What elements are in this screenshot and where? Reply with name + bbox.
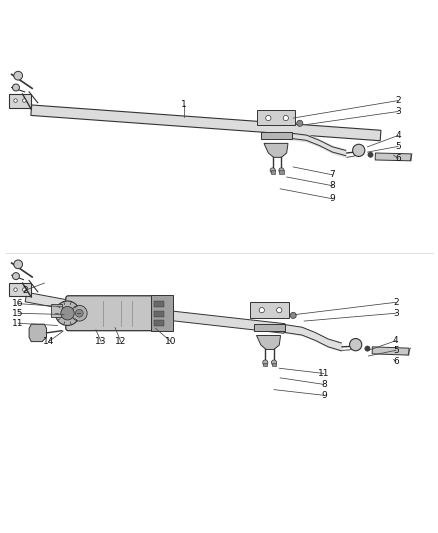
Circle shape	[353, 144, 365, 157]
Text: 1: 1	[181, 100, 187, 109]
Circle shape	[297, 120, 303, 126]
Polygon shape	[257, 110, 295, 125]
Text: 11: 11	[318, 369, 329, 378]
Circle shape	[283, 116, 288, 120]
Polygon shape	[261, 132, 292, 139]
Circle shape	[22, 288, 26, 292]
Polygon shape	[264, 143, 288, 157]
Text: 2: 2	[22, 286, 28, 295]
FancyBboxPatch shape	[66, 296, 158, 330]
Circle shape	[55, 301, 80, 326]
Circle shape	[270, 168, 276, 173]
Text: 2: 2	[393, 298, 399, 307]
Polygon shape	[10, 283, 31, 296]
Text: 10: 10	[165, 337, 177, 346]
Circle shape	[14, 288, 17, 292]
Polygon shape	[51, 304, 62, 317]
Text: 14: 14	[43, 337, 54, 346]
Bar	[263, 362, 268, 366]
Bar	[154, 301, 163, 307]
Text: 5: 5	[395, 142, 401, 151]
Circle shape	[12, 272, 19, 280]
Polygon shape	[372, 347, 409, 355]
Circle shape	[259, 308, 265, 313]
Text: 8: 8	[321, 380, 327, 389]
Bar	[271, 171, 275, 174]
Text: 3: 3	[393, 309, 399, 318]
Circle shape	[368, 152, 373, 157]
Circle shape	[61, 306, 74, 320]
Text: 9: 9	[321, 391, 327, 400]
Text: 15: 15	[12, 309, 24, 318]
Text: 2: 2	[395, 96, 401, 105]
Polygon shape	[31, 105, 381, 141]
Circle shape	[71, 305, 87, 321]
Text: 6: 6	[393, 357, 399, 366]
Bar	[151, 295, 173, 331]
Polygon shape	[254, 324, 285, 331]
Circle shape	[14, 99, 17, 102]
Text: 12: 12	[115, 337, 127, 346]
Circle shape	[14, 71, 22, 80]
Polygon shape	[257, 335, 281, 350]
Text: 11: 11	[12, 319, 24, 328]
Circle shape	[279, 168, 284, 173]
Circle shape	[365, 346, 370, 351]
Text: 6: 6	[395, 154, 401, 163]
Polygon shape	[251, 302, 289, 318]
Text: 8: 8	[330, 181, 336, 190]
Circle shape	[277, 308, 282, 313]
Text: 5: 5	[393, 346, 399, 355]
Bar	[279, 171, 284, 174]
Text: 9: 9	[330, 195, 336, 203]
Text: 3: 3	[395, 107, 401, 116]
Bar	[272, 362, 276, 366]
Text: 4: 4	[393, 336, 399, 345]
Polygon shape	[375, 153, 411, 161]
Text: 16: 16	[12, 299, 24, 308]
Circle shape	[290, 312, 296, 318]
Circle shape	[350, 338, 362, 351]
Circle shape	[12, 84, 19, 91]
Text: 13: 13	[95, 337, 107, 346]
Polygon shape	[25, 292, 69, 310]
Circle shape	[14, 260, 22, 269]
Polygon shape	[10, 94, 31, 108]
Bar	[154, 311, 163, 317]
Circle shape	[263, 360, 268, 365]
Circle shape	[266, 116, 271, 120]
Polygon shape	[159, 310, 285, 333]
Text: 7: 7	[330, 171, 336, 179]
Circle shape	[75, 309, 83, 317]
Circle shape	[272, 360, 277, 365]
Polygon shape	[29, 324, 46, 342]
Circle shape	[22, 99, 26, 102]
Text: 4: 4	[395, 131, 401, 140]
Bar	[154, 320, 163, 326]
